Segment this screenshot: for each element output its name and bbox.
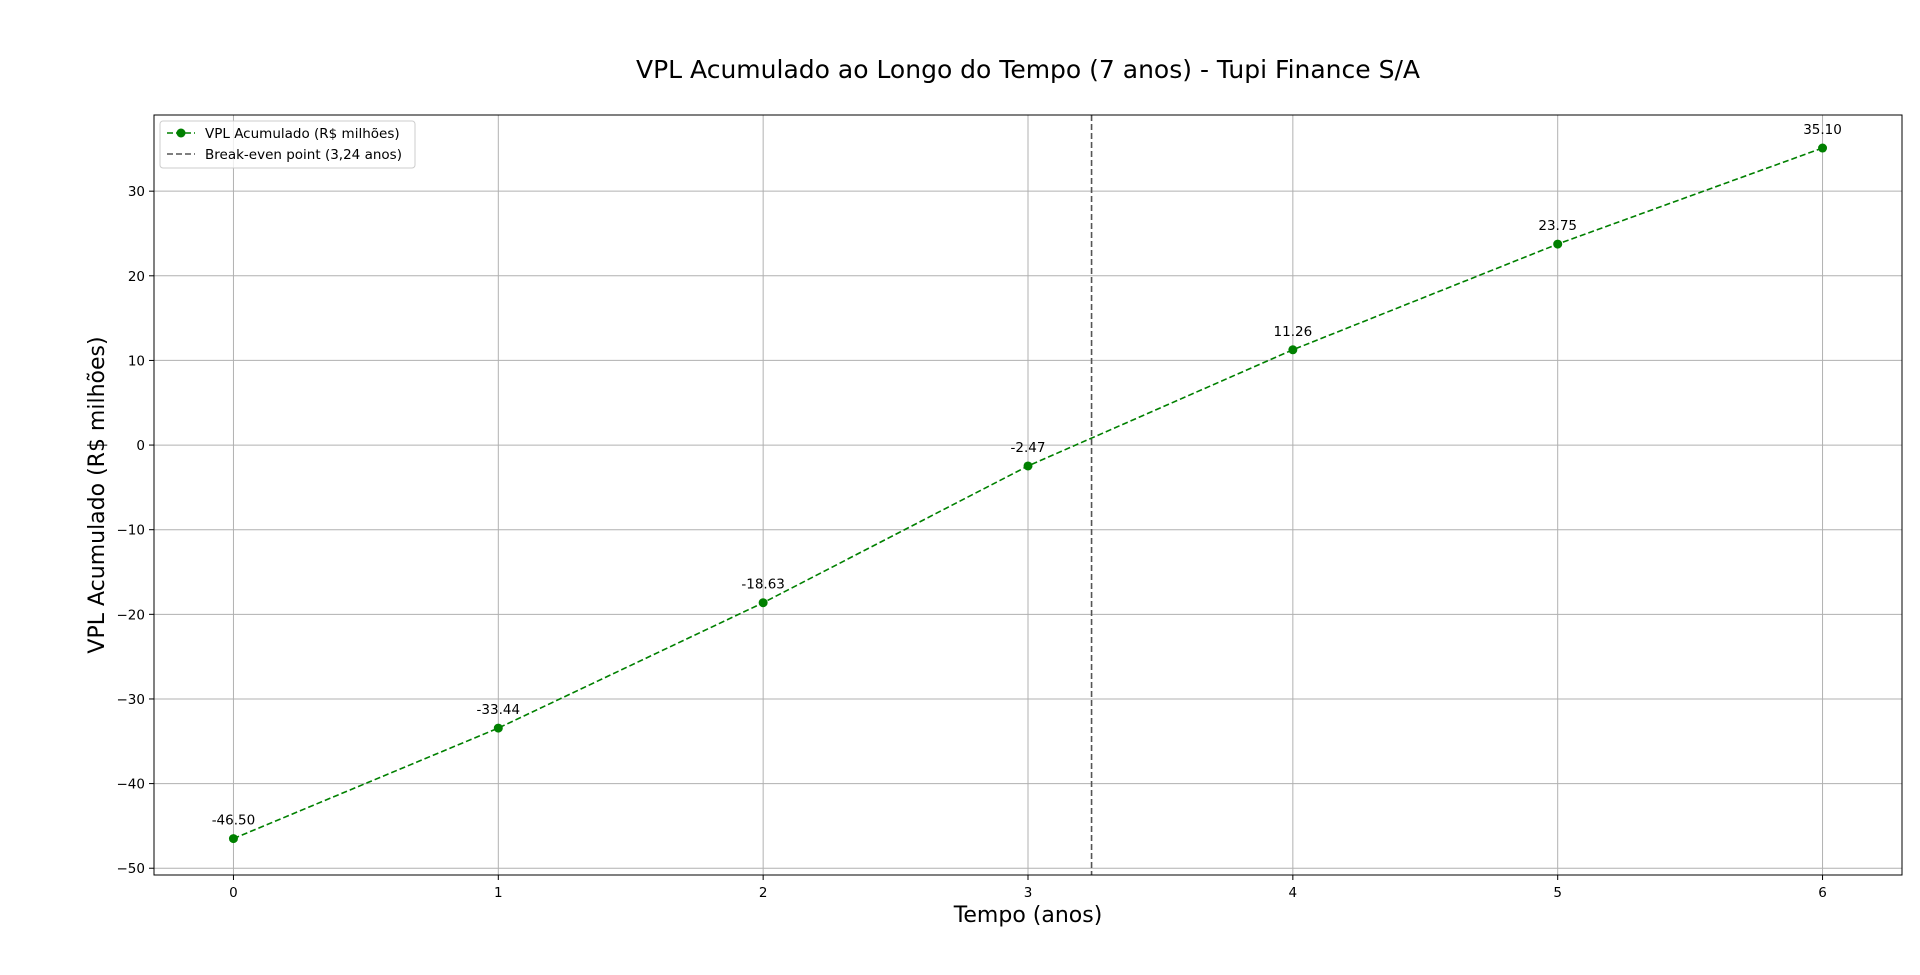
data-label: 23.75 <box>1538 218 1577 234</box>
y-axis: −50 −40 −30 −20 −10 0 10 20 30 <box>117 184 154 877</box>
legend-series-label: VPL Acumulado (R$ milhões) <box>205 126 400 142</box>
legend-break-even-label: Break-even point (3,24 anos) <box>205 147 402 163</box>
y-tick-label: 10 <box>128 353 145 369</box>
y-axis-label: VPL Acumulado (R$ milhões) <box>85 336 110 653</box>
data-label: -33.44 <box>477 702 521 718</box>
x-tick-label: 1 <box>494 885 503 901</box>
y-tick-label: −20 <box>117 607 146 623</box>
y-tick-label: −50 <box>117 861 146 877</box>
x-tick-label: 3 <box>1024 885 1033 901</box>
data-label: -2.47 <box>1011 440 1046 456</box>
chart-title: VPL Acumulado ao Longo do Tempo (7 anos)… <box>636 55 1420 84</box>
legend: VPL Acumulado (R$ milhões) Break-even po… <box>159 120 416 169</box>
legend-series-marker <box>176 128 186 138</box>
grid-lines <box>154 115 1902 875</box>
x-tick-label: 6 <box>1818 885 1827 901</box>
x-axis-label: Tempo (anos) <box>953 903 1103 928</box>
data-label: -46.50 <box>212 813 256 829</box>
y-tick-label: 20 <box>128 269 145 285</box>
x-tick-label: 0 <box>229 885 238 901</box>
x-tick-label: 5 <box>1553 885 1562 901</box>
data-point <box>1818 143 1828 153</box>
data-point <box>1288 345 1298 355</box>
y-tick-label: −40 <box>117 777 146 793</box>
y-tick-label: −30 <box>117 692 146 708</box>
data-point <box>1023 461 1033 471</box>
data-point <box>228 834 238 844</box>
y-tick-label: 0 <box>136 438 145 454</box>
x-tick-label: 4 <box>1289 885 1298 901</box>
data-point <box>758 598 768 608</box>
data-point <box>493 723 503 733</box>
data-label: 35.10 <box>1803 122 1842 138</box>
data-point <box>1553 239 1563 249</box>
y-tick-label: −10 <box>117 523 146 539</box>
x-axis: 0 1 2 3 4 5 6 <box>229 875 1827 901</box>
data-label: 11.26 <box>1274 324 1313 340</box>
legend-box <box>159 120 416 169</box>
x-tick-label: 2 <box>759 885 768 901</box>
data-label: -18.63 <box>741 577 785 593</box>
series-layer: -46.50 -33.44 -18.63 -2.47 11.26 23.75 35.10 <box>212 122 1842 844</box>
y-tick-label: 30 <box>128 184 145 200</box>
